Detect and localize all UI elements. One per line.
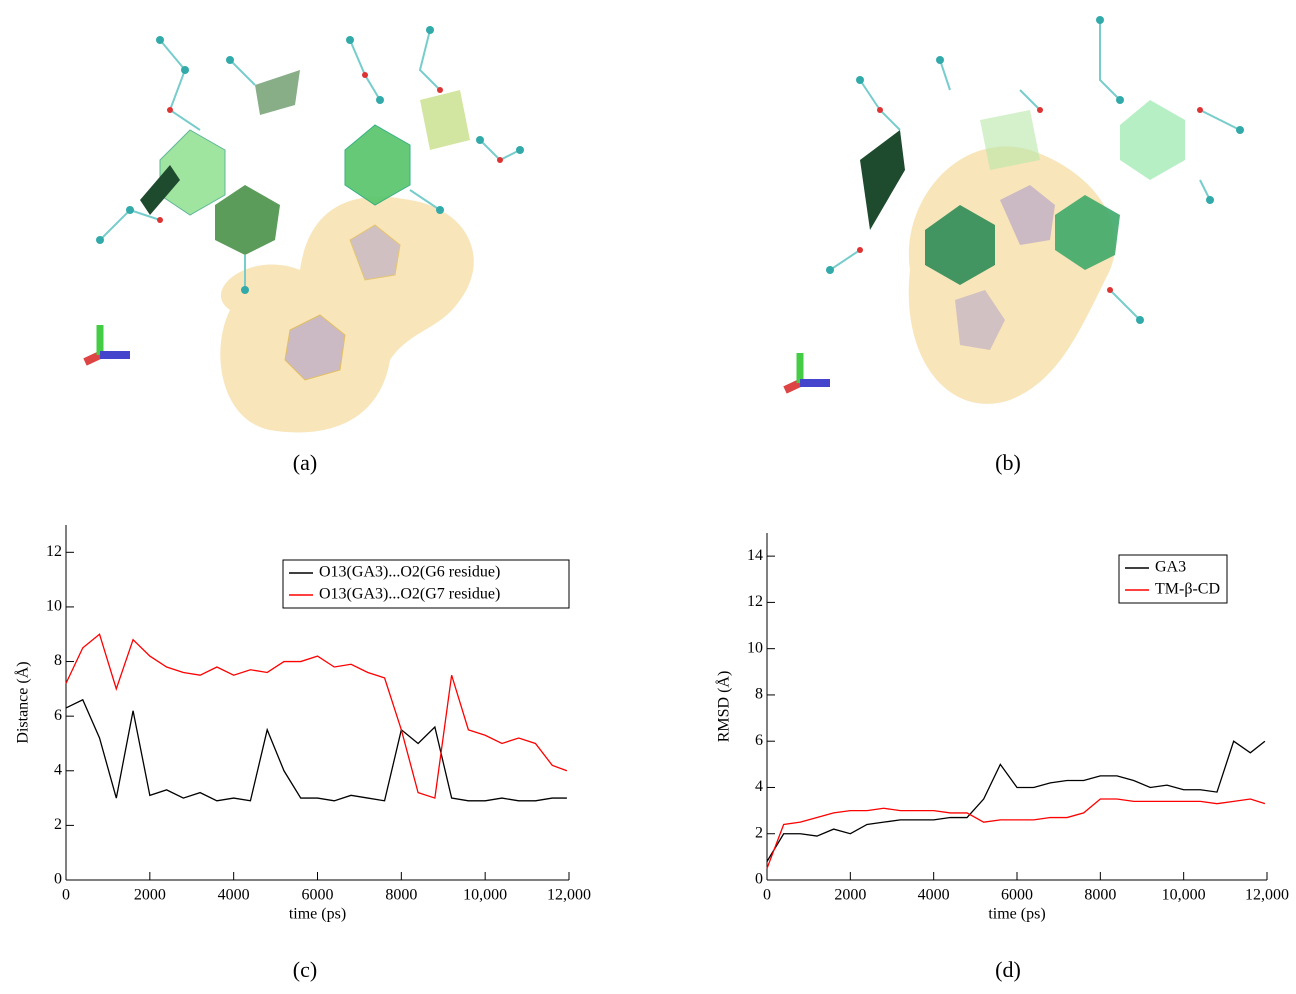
x-tick-label: 12,000 <box>1245 887 1289 904</box>
caption: (a) <box>293 450 317 475</box>
legend-label: O13(GA3)...O2(G6 residue) <box>319 564 500 581</box>
y-tick-label: 8 <box>54 652 62 669</box>
x-tick-label: 4000 <box>218 887 250 904</box>
y-tick-label: 10 <box>46 598 62 615</box>
legend-box <box>282 559 570 609</box>
x-tick-label: 12,000 <box>547 887 591 904</box>
molecule-a <box>83 26 524 433</box>
x-tick-label: 8000 <box>1084 887 1116 904</box>
x-tick-label: 0 <box>763 887 771 904</box>
y-tick-label: 6 <box>755 732 763 749</box>
x-axis-label: time (ps) <box>289 906 346 923</box>
x-axis-label: time (ps) <box>988 906 1045 923</box>
y-tick-label: 6 <box>54 707 62 724</box>
y-axis-label: Distance (Å) <box>14 661 32 743</box>
y-tick-label: 4 <box>54 761 62 778</box>
caption: (b) <box>995 450 1021 475</box>
series-line <box>766 740 1266 862</box>
caption: (c) <box>293 957 317 982</box>
y-tick-label: 0 <box>755 871 763 888</box>
y-tick-label: 12 <box>46 543 62 560</box>
x-tick-label: 6000 <box>1001 887 1033 904</box>
y-tick-label: 0 <box>54 871 62 888</box>
series-line <box>766 798 1266 869</box>
y-tick-label: 4 <box>755 778 763 795</box>
x-tick-label: 0 <box>62 887 70 904</box>
x-tick-label: 10,000 <box>1162 887 1206 904</box>
series-line <box>65 633 568 799</box>
x-tick-label: 10,000 <box>463 887 507 904</box>
x-tick-label: 8000 <box>385 887 417 904</box>
y-tick-label: 14 <box>747 547 763 564</box>
y-axis-label: RMSD (Å) <box>715 671 733 743</box>
y-tick-label: 12 <box>747 593 763 610</box>
legend-label: O13(GA3)...O2(G7 residue) <box>319 586 500 603</box>
legend-label: TM-β-CD <box>1155 581 1220 598</box>
legend-box <box>1118 554 1228 604</box>
y-tick-label: 2 <box>755 824 763 841</box>
caption: (d) <box>995 957 1021 982</box>
legend-label: GA3 <box>1155 559 1186 576</box>
x-tick-label: 6000 <box>302 887 334 904</box>
x-tick-label: 2000 <box>134 887 166 904</box>
y-tick-label: 8 <box>755 686 763 703</box>
molecule-b <box>783 16 1244 404</box>
x-tick-label: 4000 <box>918 887 950 904</box>
y-tick-label: 2 <box>54 816 62 833</box>
x-tick-label: 2000 <box>834 887 866 904</box>
y-tick-label: 10 <box>747 639 763 656</box>
series-line <box>65 698 567 802</box>
